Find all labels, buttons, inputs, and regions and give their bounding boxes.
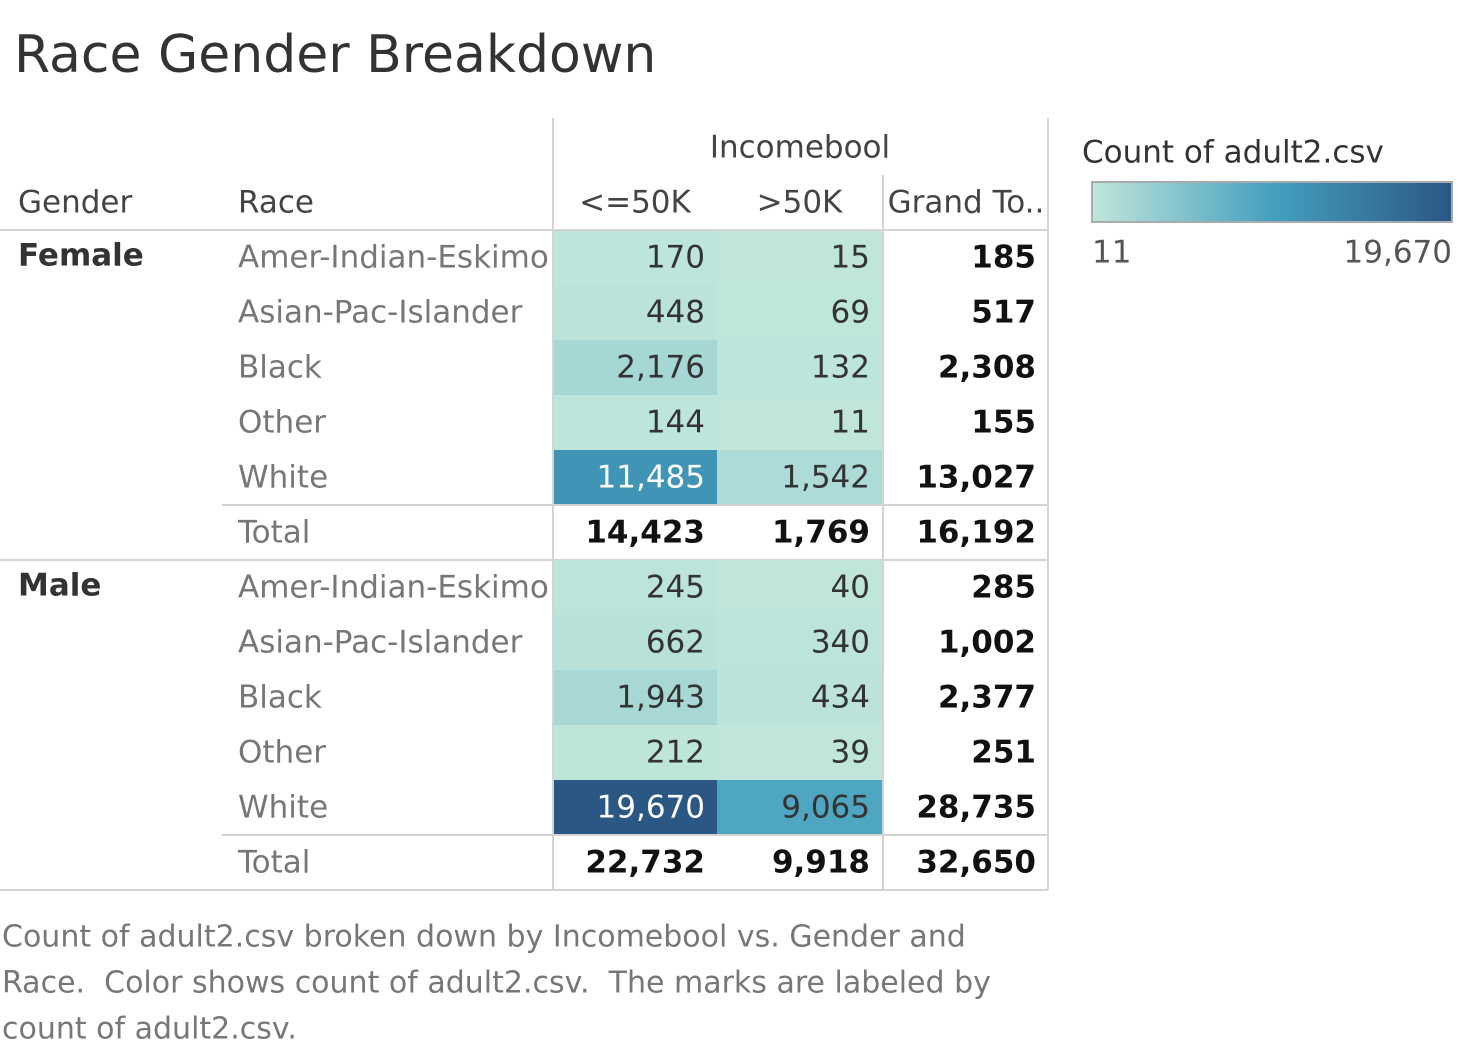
gender-label: Female — [18, 238, 144, 274]
heat-cell — [553, 450, 717, 505]
grand-total: 32,650 — [916, 845, 1036, 881]
heat-cell — [717, 230, 882, 285]
grand-total: 16,192 — [916, 515, 1036, 551]
race-label: White — [238, 790, 328, 826]
row-header: Race — [238, 185, 314, 221]
heat-cell — [553, 395, 717, 450]
cell-label: 19,670 — [597, 790, 705, 826]
column-total: 22,732 — [585, 845, 705, 881]
row-total: 28,735 — [916, 790, 1036, 826]
heat-cell — [553, 725, 717, 780]
gender-label: Male — [18, 568, 101, 604]
race-label: Asian-Pac-Islander — [238, 295, 523, 331]
row-total: 185 — [971, 240, 1036, 276]
column-total: 14,423 — [585, 515, 705, 551]
caption: Count of adult2.csv broken down by Incom… — [2, 920, 966, 955]
legend-tick-label: 19,670 — [1344, 235, 1452, 271]
heat-cell — [553, 615, 717, 670]
row-header: Gender — [18, 185, 132, 221]
heat-cell — [717, 780, 882, 835]
heat-cell — [717, 285, 882, 340]
column-header: Grand To.. — [888, 185, 1045, 221]
legend-title: Count of adult2.csv — [1082, 135, 1384, 171]
cell-label: 15 — [831, 240, 870, 276]
heat-cell — [553, 230, 717, 285]
column-total: 1,769 — [772, 515, 870, 551]
cell-label: 212 — [646, 735, 705, 771]
row-total: 2,377 — [938, 680, 1036, 716]
legend-ramp — [1091, 181, 1453, 223]
cell-label: 40 — [831, 570, 870, 606]
row-total: 155 — [971, 405, 1036, 441]
column-header: <=50K — [579, 185, 691, 221]
cell-label: 39 — [831, 735, 870, 771]
cell-label: 11,485 — [597, 460, 705, 496]
row-total: 13,027 — [916, 460, 1036, 496]
total-label: Total — [237, 515, 310, 551]
race-label: Other — [238, 405, 326, 441]
cell-label: 144 — [646, 405, 705, 441]
heat-cell — [717, 615, 882, 670]
race-label: Other — [238, 735, 326, 771]
row-total: 251 — [971, 735, 1036, 771]
cell-label: 340 — [811, 625, 870, 661]
cell-label: 2,176 — [616, 350, 705, 386]
heat-cell — [717, 340, 882, 395]
cell-label: 245 — [646, 570, 705, 606]
row-total: 1,002 — [938, 625, 1036, 661]
caption: count of adult2.csv. — [2, 1012, 297, 1047]
row-total: 285 — [971, 570, 1036, 606]
row-total: 517 — [971, 295, 1036, 331]
heat-cell — [717, 395, 882, 450]
caption: Race. Color shows count of adult2.csv. T… — [2, 966, 991, 1001]
column-header: >50K — [757, 185, 843, 221]
heat-cell — [553, 560, 717, 615]
cell-label: 662 — [646, 625, 705, 661]
race-label: Black — [238, 680, 322, 716]
heat-cell — [717, 725, 882, 780]
race-label: Asian-Pac-Islander — [238, 625, 523, 661]
column-total: 9,918 — [772, 845, 870, 881]
heat-cell — [717, 670, 882, 725]
heat-cell — [717, 450, 882, 505]
heat-cell — [553, 780, 717, 835]
cell-label: 170 — [646, 240, 705, 276]
heat-cell — [553, 340, 717, 395]
cell-label: 434 — [811, 680, 870, 716]
cell-label: 11 — [831, 405, 870, 441]
cell-label: 132 — [811, 350, 870, 386]
race-label: Amer-Indian-Eskimo — [238, 240, 549, 276]
race-label: Amer-Indian-Eskimo — [238, 570, 549, 606]
race-label: Black — [238, 350, 322, 386]
cell-label: 448 — [646, 295, 705, 331]
cell-label: 9,065 — [781, 790, 870, 826]
cell-label: 69 — [831, 295, 870, 331]
heat-cell — [553, 670, 717, 725]
heat-cell — [717, 560, 882, 615]
column-group-header: Incomebool — [710, 130, 890, 166]
cell-label: 1,943 — [616, 680, 705, 716]
race-label: White — [238, 460, 328, 496]
chart-title: Race Gender Breakdown — [14, 25, 656, 85]
cell-label: 1,542 — [781, 460, 870, 496]
total-label: Total — [237, 845, 310, 881]
heat-cell — [553, 285, 717, 340]
row-total: 2,308 — [938, 350, 1036, 386]
legend-tick-label: 11 — [1092, 235, 1131, 271]
